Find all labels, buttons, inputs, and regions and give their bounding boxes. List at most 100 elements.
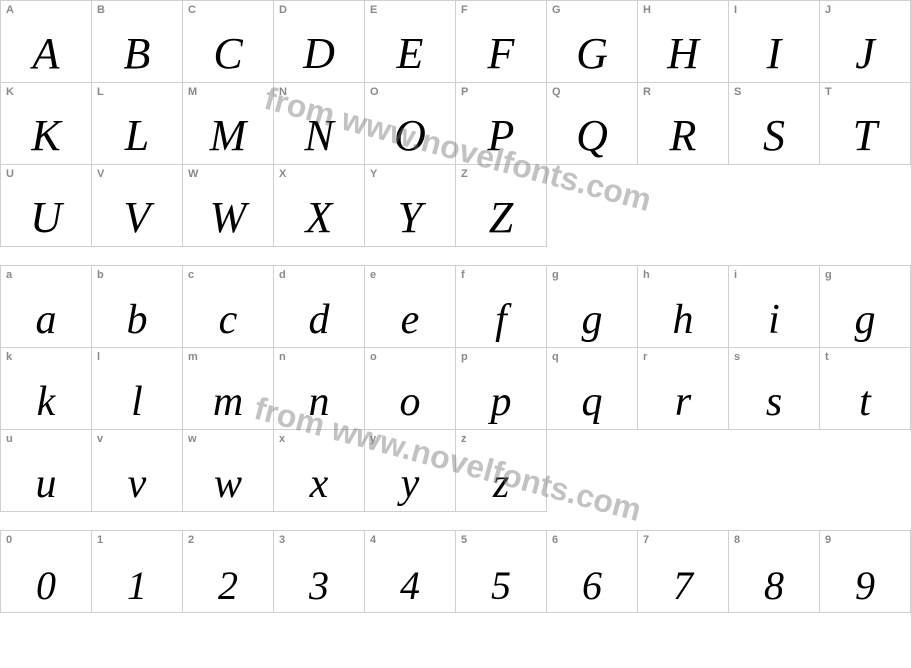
cell-label: 8 [734,534,740,546]
cell-glyph: V [92,196,182,240]
digits-section: 00112233445566778899 [0,530,911,613]
lowercase-section: aabbccddeeffgghhiiggkkllmmnnooppqqrrsstt… [0,265,911,512]
cell-glyph: l [92,381,182,423]
cell-label: i [734,269,737,281]
cell-label: T [825,86,832,98]
glyph-cell: rr [638,348,729,430]
cell-glyph: e [365,299,455,341]
cell-label: N [279,86,287,98]
cell-label: A [6,4,14,16]
cell-glyph: u [1,463,91,505]
glyph-cell: gg [547,266,638,348]
cell-glyph: E [365,32,455,76]
glyph-cell: aa [1,266,92,348]
glyph-cell: BB [92,1,183,83]
glyph-cell: UU [1,165,92,247]
cell-glyph: J [820,32,910,76]
cell-label: E [370,4,377,16]
cell-glyph: a [1,299,91,341]
glyph-cell: ZZ [456,165,547,247]
cell-glyph: Z [456,196,546,240]
section-gap-2 [0,512,911,530]
cell-label: 3 [279,534,285,546]
cell-label: v [97,433,103,445]
glyph-cell: ii [729,266,820,348]
cell-glyph: p [456,381,546,423]
cell-glyph: y [365,463,455,505]
cell-label: b [97,269,104,281]
glyph-cell: qq [547,348,638,430]
glyph-cell: bb [92,266,183,348]
cell-glyph: s [729,381,819,423]
glyph-cell: 77 [638,531,729,613]
cell-glyph: T [820,114,910,158]
glyph-cell: gg [820,266,911,348]
cell-label: S [734,86,741,98]
cell-label: a [6,269,12,281]
cell-label: F [461,4,468,16]
glyph-cell: WW [183,165,274,247]
cell-glyph: F [456,32,546,76]
cell-glyph: 0 [1,566,91,606]
cell-label: 2 [188,534,194,546]
cell-label: 6 [552,534,558,546]
cell-label: f [461,269,465,281]
glyph-cell: RR [638,83,729,165]
cell-label: 9 [825,534,831,546]
glyph-cell: 99 [820,531,911,613]
cell-label: C [188,4,196,16]
glyph-cell: ff [456,266,547,348]
glyph-cell: 22 [183,531,274,613]
cell-glyph: f [456,299,546,341]
cell-label: p [461,351,468,363]
glyph-cell: tt [820,348,911,430]
glyph-cell: 66 [547,531,638,613]
cell-glyph: t [820,381,910,423]
cell-glyph: 4 [365,566,455,606]
glyph-cell: xx [274,430,365,512]
glyph-cell: EE [365,1,456,83]
glyph-cell: dd [274,266,365,348]
cell-glyph: R [638,114,728,158]
glyph-cell: LL [92,83,183,165]
cell-glyph: S [729,114,819,158]
glyph-cell: ww [183,430,274,512]
cell-glyph: 8 [729,566,819,606]
glyph-cell: DD [274,1,365,83]
glyph-cell: XX [274,165,365,247]
glyph-cell: NN [274,83,365,165]
glyph-cell: 44 [365,531,456,613]
cell-label: g [552,269,559,281]
glyph-cell: MM [183,83,274,165]
cell-glyph: h [638,299,728,341]
cell-glyph: C [183,32,273,76]
glyph-cell: ee [365,266,456,348]
glyph-cell: QQ [547,83,638,165]
glyph-cell: nn [274,348,365,430]
glyph-cell: GG [547,1,638,83]
cell-glyph: K [1,114,91,158]
glyph-cell: YY [365,165,456,247]
cell-label: D [279,4,287,16]
cell-label: 0 [6,534,12,546]
cell-label: h [643,269,650,281]
glyph-cell: CC [183,1,274,83]
cell-glyph: c [183,299,273,341]
glyph-cell: KK [1,83,92,165]
cell-label: Z [461,168,468,180]
cell-glyph: Y [365,196,455,240]
cell-label: M [188,86,197,98]
cell-glyph: P [456,114,546,158]
cell-label: c [188,269,194,281]
cell-label: Y [370,168,377,180]
glyph-cell: OO [365,83,456,165]
cell-label: R [643,86,651,98]
glyph-cell: 88 [729,531,820,613]
glyph-cell: ll [92,348,183,430]
cell-label: r [643,351,647,363]
cell-glyph: 3 [274,566,364,606]
cell-label: U [6,168,14,180]
section-gap-1 [0,247,911,265]
cell-label: I [734,4,737,16]
cell-glyph: 7 [638,566,728,606]
